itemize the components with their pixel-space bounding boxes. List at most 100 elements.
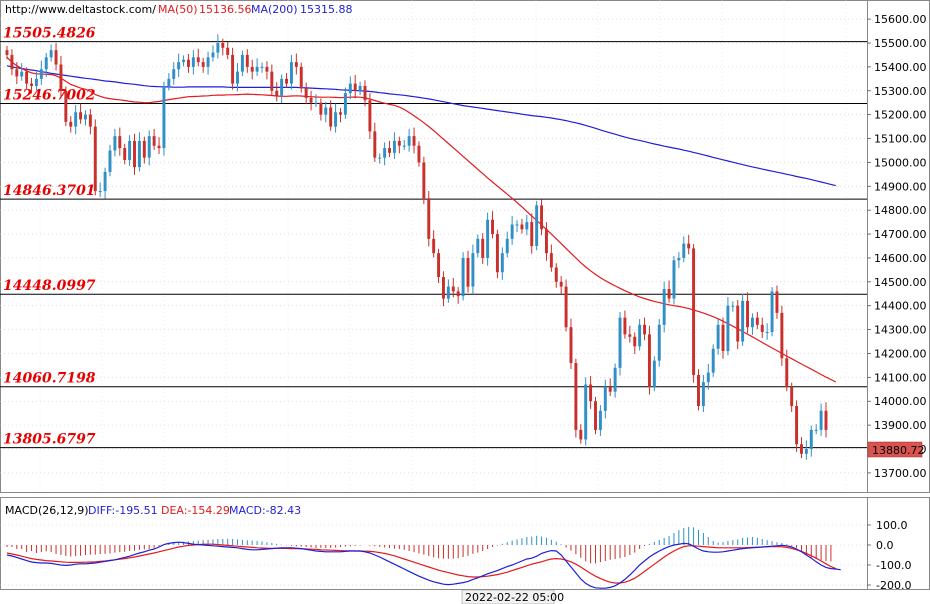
candle-body	[486, 219, 490, 258]
candle-body	[255, 66, 259, 72]
candle-body	[667, 288, 671, 299]
candle-body	[39, 69, 43, 79]
candle-body	[775, 291, 779, 313]
candle-body	[319, 102, 323, 115]
price-tick-label: 14900.00	[874, 180, 927, 193]
candle-body	[760, 324, 764, 332]
candle-body	[201, 62, 205, 67]
candle-body	[182, 59, 186, 63]
candle-body	[682, 243, 686, 258]
candle-body	[446, 286, 450, 299]
candle-body	[49, 50, 53, 58]
candle-body	[471, 253, 475, 287]
candle-body	[304, 88, 308, 98]
price-tick-label: 15300.00	[874, 85, 927, 98]
candle-body	[44, 57, 48, 70]
macd-title: MACD(26,12,9)	[5, 504, 89, 517]
candle-body	[422, 162, 426, 199]
macd-tick-label: 100.0	[876, 519, 908, 532]
candle-body	[186, 59, 190, 67]
candle-body	[736, 305, 740, 342]
price-tick-label: 15100.00	[874, 133, 927, 146]
candle-body	[814, 429, 818, 431]
level-label: 14060.7198	[3, 371, 96, 387]
ma50-line	[6, 56, 837, 383]
candle-body	[147, 136, 151, 158]
candle-body	[88, 114, 92, 127]
candle-body	[373, 131, 377, 158]
candle-body	[339, 112, 342, 115]
macd-axis-ticks: 100.0 0.0 -100.0 -200.0	[867, 519, 911, 592]
candle-body	[108, 150, 112, 172]
candle-body	[103, 171, 107, 192]
candle-body	[30, 83, 33, 86]
candle-body	[250, 66, 254, 72]
price-tick-label: 15200.00	[874, 109, 927, 122]
candle-body	[549, 253, 553, 268]
candle-body	[196, 57, 200, 63]
candle-body	[662, 288, 666, 325]
candle-body	[358, 85, 362, 91]
candle-body	[643, 324, 647, 335]
candle-body	[530, 222, 534, 246]
current-price-value: 13880.72	[872, 444, 925, 457]
candle-body	[432, 238, 436, 254]
candle-body	[442, 277, 445, 299]
candle-body	[280, 78, 284, 96]
candle-body	[456, 291, 460, 297]
candle-body	[113, 136, 117, 151]
candle-body	[638, 324, 642, 347]
macd-histogram	[6, 527, 832, 564]
candle-body	[128, 140, 132, 161]
macd-axis-panel	[867, 497, 930, 590]
price-tick-label: 14700.00	[874, 228, 927, 241]
candle-body	[785, 358, 789, 387]
candle-body	[594, 401, 597, 430]
candle-body	[584, 384, 588, 440]
candle-body	[412, 136, 416, 146]
macd-tick-label: -100.0	[876, 559, 911, 572]
candle-body	[69, 121, 73, 127]
candle-body	[603, 386, 607, 411]
candle-body	[755, 317, 759, 325]
main-grid	[0, 0, 867, 492]
candle-body	[236, 71, 239, 84]
candle-body	[466, 257, 470, 287]
price-axis-panel	[867, 0, 930, 493]
candle-body	[790, 386, 794, 407]
candle-body	[800, 444, 803, 454]
source-url[interactable]: http://www.deltastock.com/	[5, 3, 156, 16]
macd-dea-value: DEA:-154.29	[161, 504, 230, 517]
ma200-line	[6, 65, 836, 187]
candle-body	[231, 54, 235, 84]
candle-body	[329, 107, 333, 127]
candle-body	[25, 71, 29, 84]
ma50-label: MA(50)	[158, 3, 198, 16]
candle-body	[692, 248, 696, 375]
candle-body	[348, 83, 352, 94]
candle-body	[309, 97, 313, 103]
candle-body	[623, 317, 627, 335]
candle-body	[564, 286, 568, 328]
price-tick-label: 14400.00	[874, 300, 927, 313]
candle-body	[770, 291, 774, 332]
candle-body	[535, 205, 539, 246]
candle-body	[123, 148, 127, 161]
price-tick-label: 14800.00	[874, 204, 927, 217]
candle-body	[804, 449, 808, 454]
macd-tick-label: -200.0	[876, 579, 911, 592]
candle-body	[142, 140, 146, 158]
candle-body	[657, 324, 661, 361]
candle-body	[505, 238, 509, 254]
candle-body	[520, 224, 524, 230]
candle-body	[598, 410, 602, 430]
candle-body	[363, 85, 367, 101]
candle-body	[687, 243, 691, 249]
macd-diff-value: DIFF:-195.51	[88, 504, 158, 517]
candle-body	[750, 317, 754, 328]
candle-body	[34, 78, 38, 86]
support-resistance-levels: 15505.4826 15246.7002 14846.3701 14448.0997…	[0, 26, 867, 449]
candle-body	[177, 62, 181, 70]
candle-body	[397, 140, 401, 146]
candle-body	[701, 382, 705, 407]
